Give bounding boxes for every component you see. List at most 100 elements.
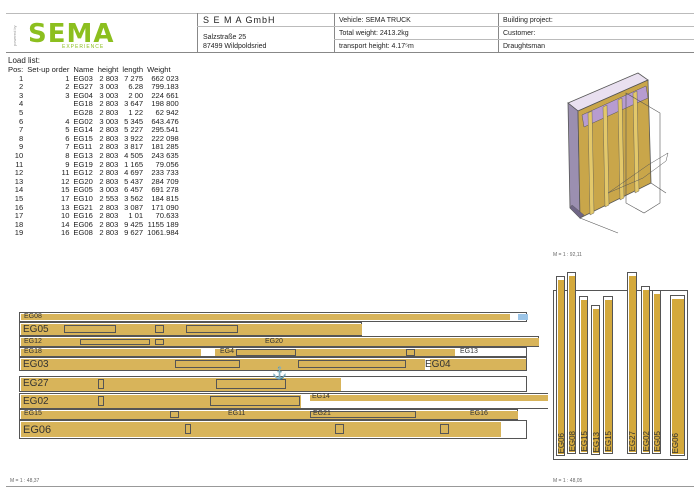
plan-label: EG18 <box>24 348 42 355</box>
table-row: 4 EG18 2 803 3 647 198 800 <box>6 100 181 109</box>
table-cell: 662 023 <box>151 73 179 83</box>
table-cell: 4 505 <box>124 150 144 160</box>
panel-eg02 <box>19 393 554 409</box>
side-label: EG02 <box>642 430 651 451</box>
plan-label: EG27 <box>23 378 49 389</box>
company-street: Salzstraße 25 <box>203 34 247 41</box>
table-cell: 11 <box>15 159 24 169</box>
panel-eg06 <box>19 420 527 439</box>
table-cell: 3 003 <box>99 90 119 100</box>
table-cell: 2 803 <box>99 133 119 143</box>
table-cell: EG08 <box>73 228 93 238</box>
side-panel-fill <box>558 280 564 454</box>
side-panel-fill <box>593 309 599 453</box>
panel-eg18 <box>19 347 527 357</box>
side-label: EG27 <box>628 430 637 451</box>
plan-label: EG21 <box>313 410 331 417</box>
customer-field: Customer: <box>503 30 536 37</box>
table-cell: EG19 <box>73 159 93 169</box>
crane-hook-icon: ⚓ <box>272 366 287 380</box>
table-cell: 16 <box>14 202 24 212</box>
side-panel-fill <box>569 276 575 452</box>
side-panel-fill <box>654 294 660 452</box>
table-cell: 2 803 <box>99 202 119 212</box>
table-cell: 3 647 <box>124 99 144 109</box>
table-cell: 16 <box>60 228 70 238</box>
table-row: 13 12 EG20 2 803 5 437 284 709 <box>6 176 181 187</box>
plan-label: EG05 <box>23 324 49 335</box>
table-cell: 2 803 <box>99 219 119 229</box>
table-row: 5 EG28 2 803 1 22 62 942 <box>6 108 181 118</box>
side-panel-box: EG05 <box>652 290 662 454</box>
table-row: 17 10 EG16 2 803 1 01 70.633 <box>6 211 181 221</box>
table-cell: 7 275 <box>124 73 144 83</box>
table-cell: 6 457 <box>124 185 144 195</box>
side-scale-label: M = 1 : 48,05 <box>553 478 583 484</box>
panel-eg27 <box>19 376 527 392</box>
table-cell: 1 165 <box>124 159 144 169</box>
column-header: Name <box>73 65 94 74</box>
header-bottom-rule <box>6 52 694 53</box>
header-row-rule <box>334 39 694 40</box>
table-row: 14 15 EG05 3 003 6 457 691 278 <box>6 186 181 195</box>
table-row: 19 16 EG08 2 803 9 627 1061.984 <box>6 229 181 238</box>
table-cell: 171 090 <box>151 202 179 212</box>
plan-label: EG04 <box>425 359 451 370</box>
table-cell: 1061.984 <box>147 228 179 238</box>
load-list-body: 1 1 EG03 2 803 7 275 662 023 2 2 EG27 3 003 6.28 79… <box>6 73 181 238</box>
table-cell: 799.183 <box>151 82 179 92</box>
table-cell: 2 803 <box>99 125 119 135</box>
table-cell: 5 345 <box>124 116 144 126</box>
vehicle-field: Vehicle: SEMA TRUCK <box>339 17 411 24</box>
table-cell: 3 003 <box>99 185 119 195</box>
table-cell: 3 087 <box>124 202 144 212</box>
table-cell: EG02 <box>73 116 93 126</box>
table-cell: 2 803 <box>99 99 119 109</box>
table-cell: 4 <box>18 99 24 109</box>
table-row: 2 2 EG27 3 003 6.28 799.183 <box>6 83 181 92</box>
panel-eg12 <box>19 336 539 347</box>
side-label: EG15 <box>580 430 589 451</box>
table-cell: 6.28 <box>128 82 144 92</box>
table-cell: 9 425 <box>124 219 144 229</box>
plan-view-panel <box>6 259 549 487</box>
table-cell: EG06 <box>73 219 93 229</box>
table-cell: 17 <box>60 193 70 203</box>
table-cell: EG03 <box>73 73 93 83</box>
table-cell <box>25 100 71 109</box>
table-row: 9 7 EG11 2 803 3 817 181 285 <box>6 143 181 152</box>
side-label: EG06 <box>557 432 566 453</box>
plan-label: EG03 <box>23 359 49 370</box>
table-cell: 2 00 <box>128 90 144 100</box>
table-row: 1 1 EG03 2 803 7 275 662 023 <box>6 73 181 84</box>
table-row: 16 13 EG21 2 803 3 087 171 090 <box>6 202 181 213</box>
table-row: 3 3 EG04 3 003 2 00 224 661 <box>6 90 181 101</box>
table-cell: EG12 <box>73 168 93 178</box>
table-cell: 10 <box>60 211 70 221</box>
table-cell: 2 <box>65 82 70 92</box>
table-cell: 2 803 <box>99 176 119 186</box>
table-cell: 8 <box>65 150 70 160</box>
table-cell: 224 661 <box>151 90 179 100</box>
table-cell: 2 803 <box>99 168 119 178</box>
header-top-rule <box>6 13 694 14</box>
building-project-field: Building project: <box>503 17 553 24</box>
table-cell: EG14 <box>73 125 93 135</box>
table-row: 11 9 EG19 2 803 1 165 79.056 <box>6 159 181 170</box>
table-cell: 70.633 <box>155 211 179 221</box>
table-cell: EG15 <box>73 133 93 143</box>
table-cell: 9 627 <box>124 228 144 238</box>
plan-label: EG16 <box>470 410 488 417</box>
side-label: EG05 <box>653 430 662 451</box>
table-cell: 9 <box>18 142 24 152</box>
table-cell: 3 562 <box>124 193 144 203</box>
side-label: EG08 <box>568 430 577 451</box>
table-cell: 18 <box>14 219 24 229</box>
side-panel-fill <box>629 276 636 452</box>
plan-label: EG4 <box>220 348 235 355</box>
side-panel-fill <box>643 290 649 452</box>
column-header: height <box>97 65 119 74</box>
table-cell: 1 01 <box>128 211 144 221</box>
table-cell: 8 <box>18 133 24 143</box>
table-cell: EG18 <box>73 99 93 109</box>
